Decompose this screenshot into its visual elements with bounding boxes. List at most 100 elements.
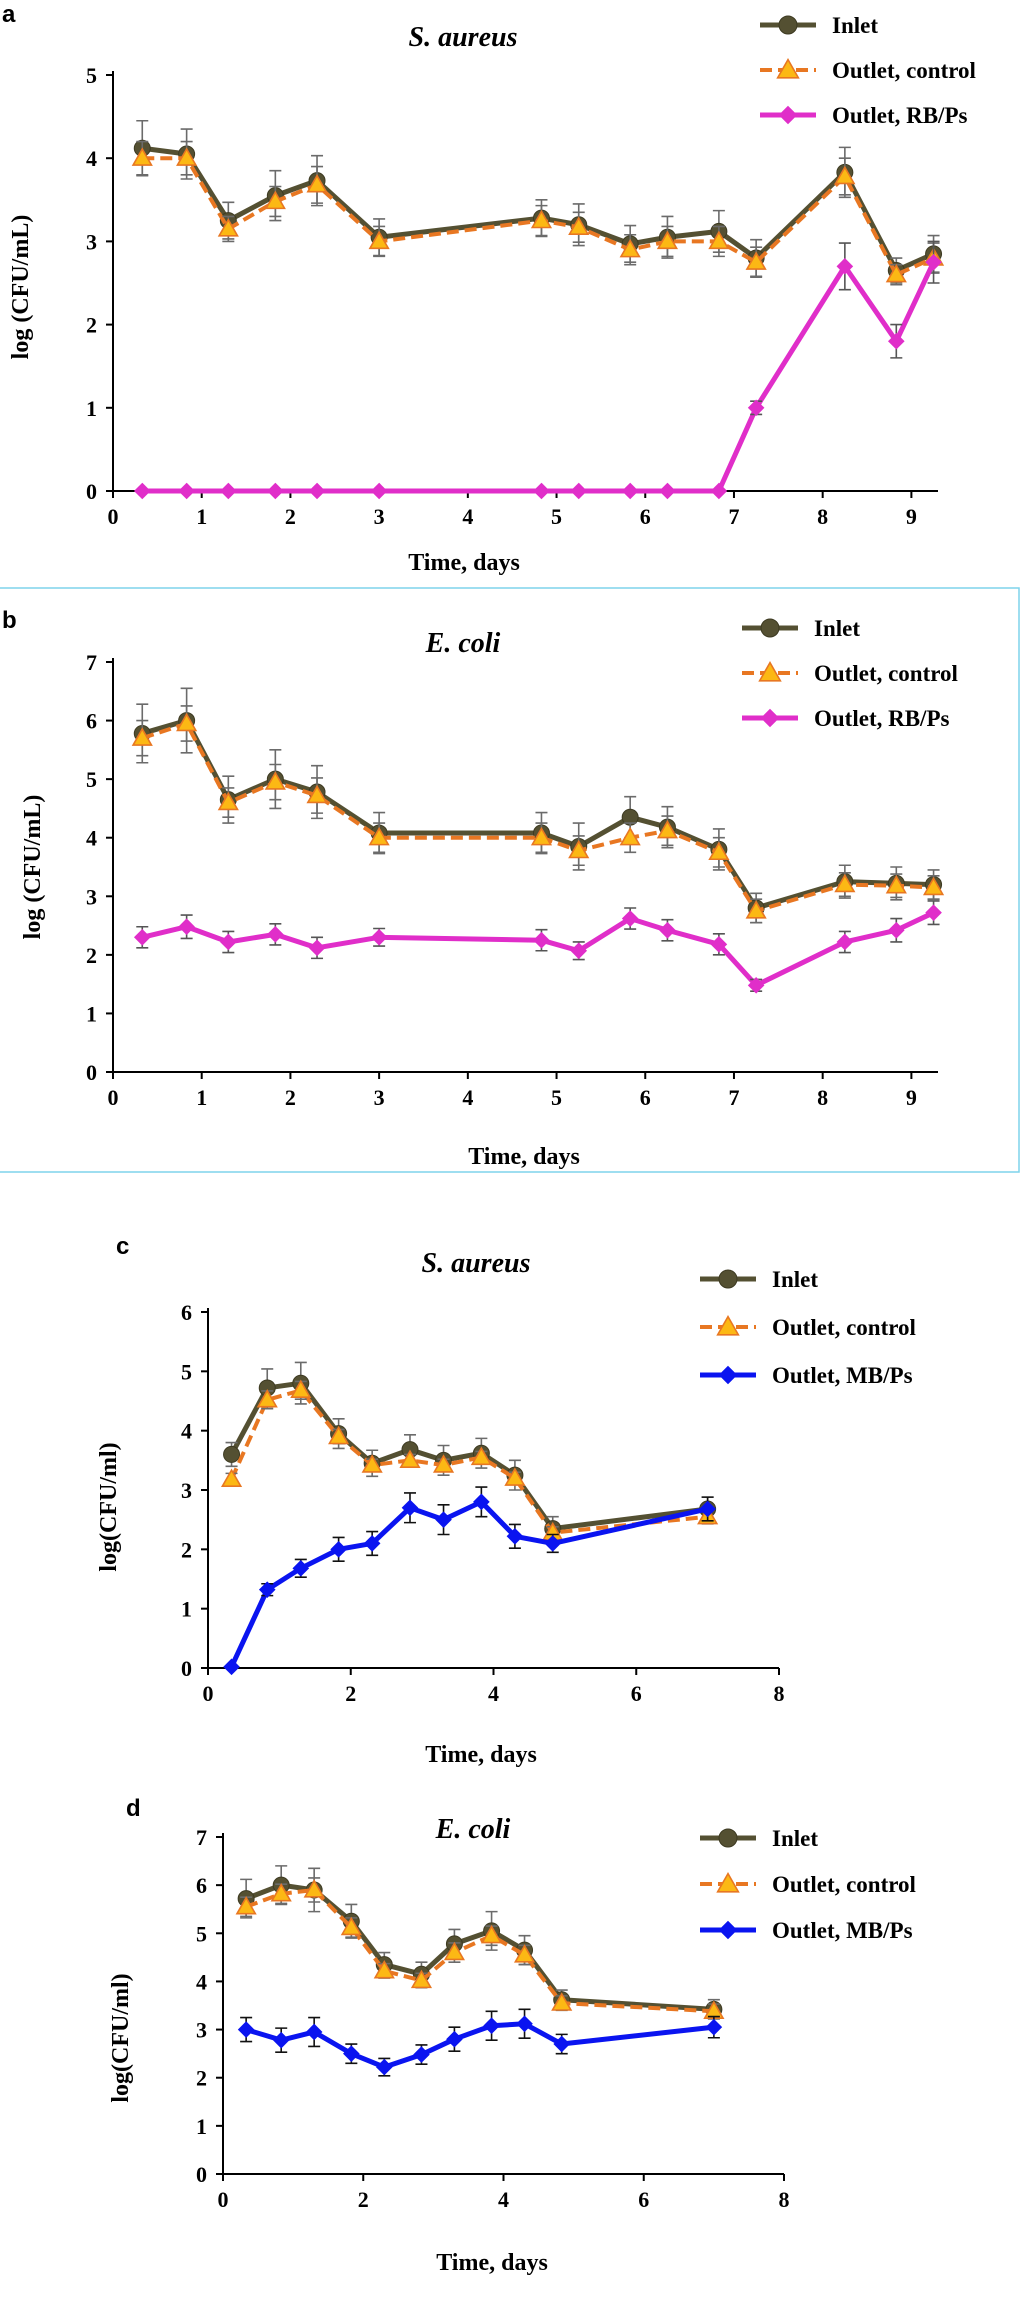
panel-a-x-tick-label: 2	[285, 504, 296, 529]
panel-c-series-outlet-treated	[223, 1486, 716, 1676]
panel-d-data-point	[375, 2058, 393, 2076]
panel-c-legend-marker	[718, 1269, 738, 1289]
panel-c-data-point	[258, 1581, 276, 1598]
panel-b-y-tick-label: 5	[86, 767, 97, 792]
panel-d-legend-item-inlet: Inlet	[700, 1826, 818, 1851]
panel-d-data-point	[516, 2015, 533, 2033]
panel-c-data-point	[473, 1493, 490, 1511]
panel-b-data-point	[264, 771, 286, 790]
panel-d-y-tick-label: 0	[196, 2162, 207, 2187]
panel-c-title: S. aureus	[422, 1248, 531, 1279]
panel-b-legend-label: Outlet, RB/Ps	[814, 706, 949, 731]
panel-c-y-tick-label: 5	[181, 1359, 192, 1384]
panel-b-y-tick-label: 1	[86, 1001, 97, 1026]
panel-d-data-point	[305, 2023, 323, 2041]
panel-c-data-point	[361, 1454, 383, 1473]
panel-a-x-tick-label: 1	[196, 504, 207, 529]
panel-c-data-point	[290, 1379, 312, 1399]
panel-a-data-point	[619, 238, 641, 258]
panel-a-data-point	[217, 218, 239, 237]
panel-c-legend-item-inlet: Inlet	[700, 1267, 818, 1292]
panel-d-legend-marker	[716, 1872, 740, 1893]
panel-b-legend-item-inlet: Inlet	[742, 616, 860, 641]
panel-a-x-tick-label: 5	[551, 504, 562, 529]
panel-b-legend-marker	[760, 708, 780, 728]
panel-d-data-point	[551, 1992, 573, 2011]
panel-c-letter: c	[116, 1233, 129, 1260]
panel-a-y-tick-label: 2	[86, 313, 97, 338]
panel-a-legend-item-inlet: Inlet	[760, 13, 878, 38]
panel-a-x-tick-label: 6	[640, 504, 651, 529]
panel-c-legend-label: Outlet, control	[772, 1315, 916, 1340]
panel-b-data-point	[306, 784, 328, 804]
panel-d-data-point	[340, 1916, 362, 1936]
panel-a-data-point	[621, 482, 639, 500]
panel-a-data-point	[656, 230, 679, 250]
panel-c-data-point	[435, 1511, 452, 1528]
panel-a-data-point	[745, 251, 767, 270]
panel-c-y-tick-label: 1	[181, 1597, 192, 1622]
panel-b-frame	[0, 587, 1020, 1173]
panel-d-data-point	[343, 2045, 360, 2062]
panel-d-legend-item-outlet-treated: Outlet, MB/Ps	[700, 1918, 913, 1943]
panel-b-data-point	[887, 921, 905, 939]
panel-c-legend-label: Inlet	[772, 1267, 818, 1292]
panel-c-y-axis-label: log(CFU/ml)	[96, 1442, 122, 1571]
panel-d-letter: d	[126, 1795, 141, 1822]
panel-a-y-tick-label: 0	[86, 479, 97, 504]
panel-d-data-point	[235, 1895, 257, 1915]
panel-a-series-outlet-treated	[133, 240, 942, 500]
panel-d-series-outlet-control	[235, 1877, 725, 2020]
panel-d-series-line-inlet	[245, 1882, 715, 2012]
panel-a-data-point	[925, 253, 942, 271]
panel-d-data-point	[373, 1960, 395, 1979]
panel-a-x-tick-label: 7	[728, 504, 739, 529]
panel-a-data-point	[836, 258, 854, 275]
panel-b-data-point	[368, 826, 390, 846]
panel-c-data-point	[399, 1449, 421, 1469]
panel-b-data-point	[659, 921, 676, 939]
panel-c-data-point	[506, 1527, 524, 1545]
panel-c-legend-item-outlet-treated: Outlet, MB/Ps	[700, 1363, 913, 1388]
panel-a-data-point	[220, 482, 237, 500]
panel-a-title: S. aureus	[409, 22, 518, 53]
panel-c-y-tick-label: 2	[181, 1537, 192, 1562]
panel-d-x-tick-label: 2	[358, 2187, 369, 2212]
panel-a-data-point	[885, 263, 907, 283]
panel-a-data-point	[533, 482, 550, 500]
panel-a-data-point	[133, 482, 151, 500]
panel-a-series-inlet	[133, 119, 943, 284]
panel-a-x-tick-label: 4	[462, 504, 473, 529]
panel-a-data-point	[131, 147, 153, 166]
panel-b-series-outlet-treated	[133, 900, 942, 994]
panel-a-y-tick-label: 1	[86, 396, 97, 421]
panel-a-x-tick-label: 9	[906, 504, 917, 529]
panel-a-x-tick-label: 3	[374, 504, 385, 529]
panel-d-data-point	[270, 1882, 292, 1902]
panel-a-data-point	[368, 230, 390, 250]
panel-d-y-axis-label: log(CFU/ml)	[108, 1973, 134, 2102]
panel-b-data-point	[133, 928, 151, 946]
panel-b-legend-marker	[758, 661, 782, 682]
panel-a-y-tick-label: 4	[86, 146, 97, 171]
panel-c-x-tick-label: 6	[631, 1681, 642, 1706]
panel-b-x-tick-label: 9	[906, 1085, 917, 1110]
panel-d-legend-label: Outlet, MB/Ps	[772, 1918, 913, 1943]
panel-a-data-point	[264, 190, 286, 210]
panel-b-data-point	[922, 876, 945, 896]
panel-d-data-point	[443, 1941, 465, 1961]
panel-d-data-point	[446, 2030, 463, 2048]
panel-d-data-point	[513, 1944, 536, 1963]
panel-b-legend-item-outlet-treated: Outlet, RB/Ps	[742, 706, 949, 731]
panel-b-x-axis-label: Time, days	[468, 1144, 580, 1170]
panel-a-data-point	[568, 216, 590, 235]
panel-b-data-point	[217, 791, 239, 811]
panel-b-data-point	[308, 939, 326, 957]
panel-b-data-point	[131, 727, 153, 746]
panel-b-legend-label: Outlet, control	[814, 661, 958, 686]
panel-c-legend-marker	[718, 1365, 738, 1385]
panel-c-data-point	[292, 1560, 310, 1577]
panel-b-data-point	[619, 826, 641, 846]
panel-c-legend-marker	[716, 1315, 740, 1336]
panel-b-data-point	[710, 936, 728, 953]
